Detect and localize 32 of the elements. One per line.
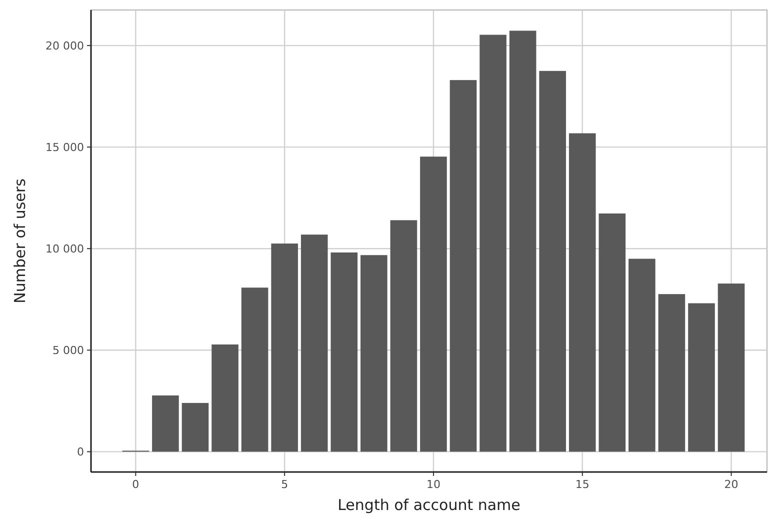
bar	[300, 234, 328, 452]
bar	[539, 70, 566, 452]
bar	[688, 303, 715, 452]
bar	[271, 244, 298, 452]
y-tick-label: 20 000	[46, 40, 84, 53]
bar	[658, 294, 686, 452]
bar	[450, 80, 477, 452]
x-tick-label: 20	[724, 478, 738, 491]
y-tick-label: 10 000	[46, 242, 84, 256]
bar	[718, 284, 745, 452]
bar	[241, 288, 268, 452]
bar	[509, 30, 536, 452]
bar	[598, 213, 626, 452]
bar	[628, 258, 656, 452]
bar	[420, 156, 447, 452]
bar	[568, 133, 596, 452]
y-tick-label: 5 000	[52, 344, 84, 358]
bar	[152, 395, 179, 452]
x-tick-label: 5	[281, 478, 288, 491]
x-tick-label: 10	[426, 478, 440, 491]
bar	[360, 255, 388, 452]
x-axis-title: Length of account name	[338, 496, 520, 514]
y-tick-label: 0	[77, 446, 84, 459]
bar	[480, 34, 506, 452]
x-tick-label: 15	[575, 478, 590, 491]
y-axis-title: Number of users	[11, 178, 29, 304]
x-tick-label: 0	[132, 478, 140, 491]
bar	[390, 220, 418, 452]
bar	[182, 402, 209, 452]
y-tick-label: 15 000	[46, 141, 84, 154]
bar	[330, 252, 358, 452]
bar	[212, 344, 238, 452]
